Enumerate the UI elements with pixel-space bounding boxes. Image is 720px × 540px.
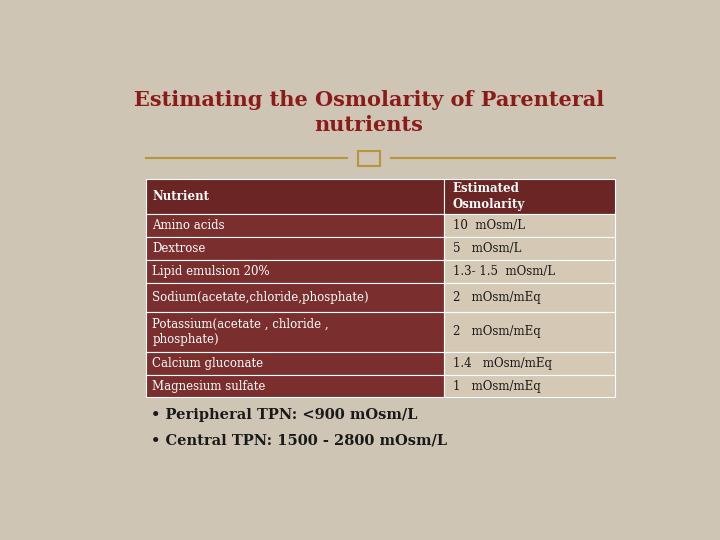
FancyBboxPatch shape xyxy=(145,179,444,214)
Text: Estimating the Osmolarity of Parenteral: Estimating the Osmolarity of Parenteral xyxy=(134,90,604,110)
Text: 10  mOsm/L: 10 mOsm/L xyxy=(453,219,525,232)
Text: Estimated
Osmolarity: Estimated Osmolarity xyxy=(453,183,525,211)
Text: Dextrose: Dextrose xyxy=(153,242,206,255)
Text: Lipid emulsion 20%: Lipid emulsion 20% xyxy=(153,265,270,278)
Text: 1   mOsm/mEq: 1 mOsm/mEq xyxy=(453,380,541,393)
FancyBboxPatch shape xyxy=(145,283,444,312)
Text: 2   mOsm/mEq: 2 mOsm/mEq xyxy=(453,326,541,339)
FancyBboxPatch shape xyxy=(444,375,615,397)
FancyBboxPatch shape xyxy=(145,312,444,352)
FancyBboxPatch shape xyxy=(444,214,615,238)
FancyBboxPatch shape xyxy=(145,214,444,238)
Text: nutrients: nutrients xyxy=(315,115,423,135)
FancyBboxPatch shape xyxy=(444,179,615,214)
FancyBboxPatch shape xyxy=(444,283,615,312)
Text: 2   mOsm/mEq: 2 mOsm/mEq xyxy=(453,291,541,304)
Text: 1.3- 1.5  mOsm/L: 1.3- 1.5 mOsm/L xyxy=(453,265,555,278)
Text: Calcium gluconate: Calcium gluconate xyxy=(153,356,264,370)
FancyBboxPatch shape xyxy=(444,352,615,375)
FancyBboxPatch shape xyxy=(145,260,444,283)
Text: Magnesium sulfate: Magnesium sulfate xyxy=(153,380,266,393)
Text: Sodium(acetate,chloride,phosphate): Sodium(acetate,chloride,phosphate) xyxy=(153,291,369,304)
FancyBboxPatch shape xyxy=(145,375,444,397)
Text: Amino acids: Amino acids xyxy=(153,219,225,232)
FancyBboxPatch shape xyxy=(444,238,615,260)
Text: 5   mOsm/L: 5 mOsm/L xyxy=(453,242,521,255)
Text: • Peripheral TPN: <900 mOsm/L: • Peripheral TPN: <900 mOsm/L xyxy=(151,408,418,422)
Text: 1.4   mOsm/mEq: 1.4 mOsm/mEq xyxy=(453,356,552,370)
FancyBboxPatch shape xyxy=(444,312,615,352)
Text: Nutrient: Nutrient xyxy=(153,190,210,204)
FancyBboxPatch shape xyxy=(145,238,444,260)
FancyBboxPatch shape xyxy=(444,260,615,283)
Text: Potassium(acetate , chloride ,
phosphate): Potassium(acetate , chloride , phosphate… xyxy=(153,318,329,347)
Text: • Central TPN: 1500 - 2800 mOsm/L: • Central TPN: 1500 - 2800 mOsm/L xyxy=(151,434,448,448)
FancyBboxPatch shape xyxy=(145,352,444,375)
